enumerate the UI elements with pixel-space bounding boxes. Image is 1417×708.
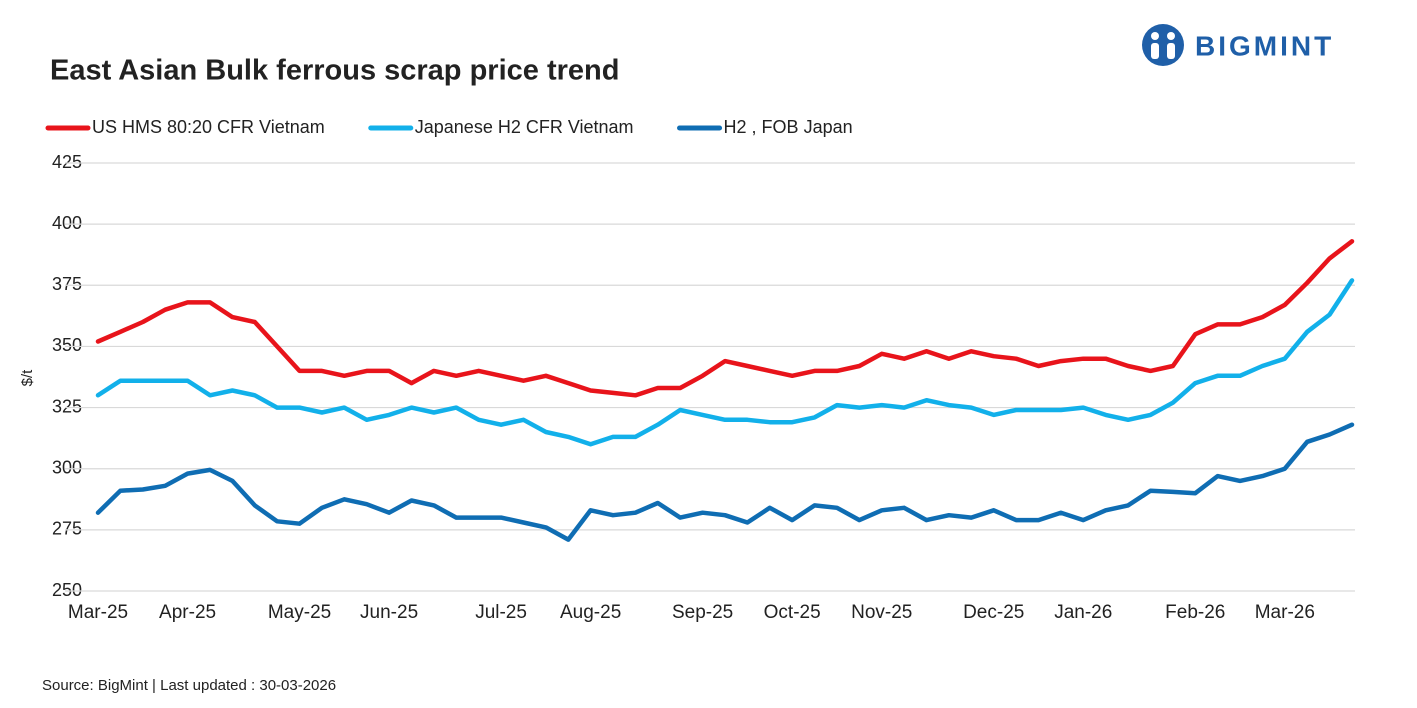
x-tick-label: Apr-25 [159, 602, 216, 623]
y-tick-label: 250 [52, 580, 82, 600]
x-tick-label: Sep-25 [672, 602, 733, 623]
x-tick-label: Nov-25 [851, 602, 912, 623]
y-tick-label: 350 [52, 335, 82, 355]
legend-label: H2 , FOB Japan [724, 117, 853, 137]
legend-label: Japanese H2 CFR Vietnam [415, 117, 634, 137]
series-line [95, 422, 1355, 542]
y-tick-label: 275 [52, 519, 82, 539]
series-line [95, 239, 1355, 398]
x-tick-label: Mar-26 [1255, 602, 1315, 623]
x-tick-label: Dec-25 [963, 602, 1024, 623]
x-tick-label: Jul-25 [475, 602, 527, 623]
chart-title: East Asian Bulk ferrous scrap price tren… [50, 55, 619, 87]
x-tick-label: May-25 [268, 602, 331, 623]
y-tick-label: 300 [52, 457, 82, 477]
x-tick-label: Jun-25 [360, 602, 418, 623]
y-tick-label: 325 [52, 396, 82, 416]
y-axis-label: $/t [19, 369, 36, 387]
y-tick-label: 375 [52, 274, 82, 294]
legend-label: US HMS 80:20 CFR Vietnam [92, 117, 325, 137]
x-tick-label: Mar-25 [68, 602, 128, 623]
source-note: Source: BigMint | Last updated : 30-03-2… [42, 677, 336, 694]
logo-icon [1142, 24, 1184, 66]
x-tick-label: Oct-25 [764, 602, 821, 623]
x-tick-label: Feb-26 [1165, 602, 1225, 623]
series-line [95, 278, 1355, 447]
x-tick-label: Jan-26 [1054, 602, 1112, 623]
y-tick-label: 400 [52, 213, 82, 233]
logo-text: BIGMINT [1195, 30, 1334, 61]
x-tick-label: Aug-25 [560, 602, 621, 623]
y-tick-label: 425 [52, 152, 82, 172]
